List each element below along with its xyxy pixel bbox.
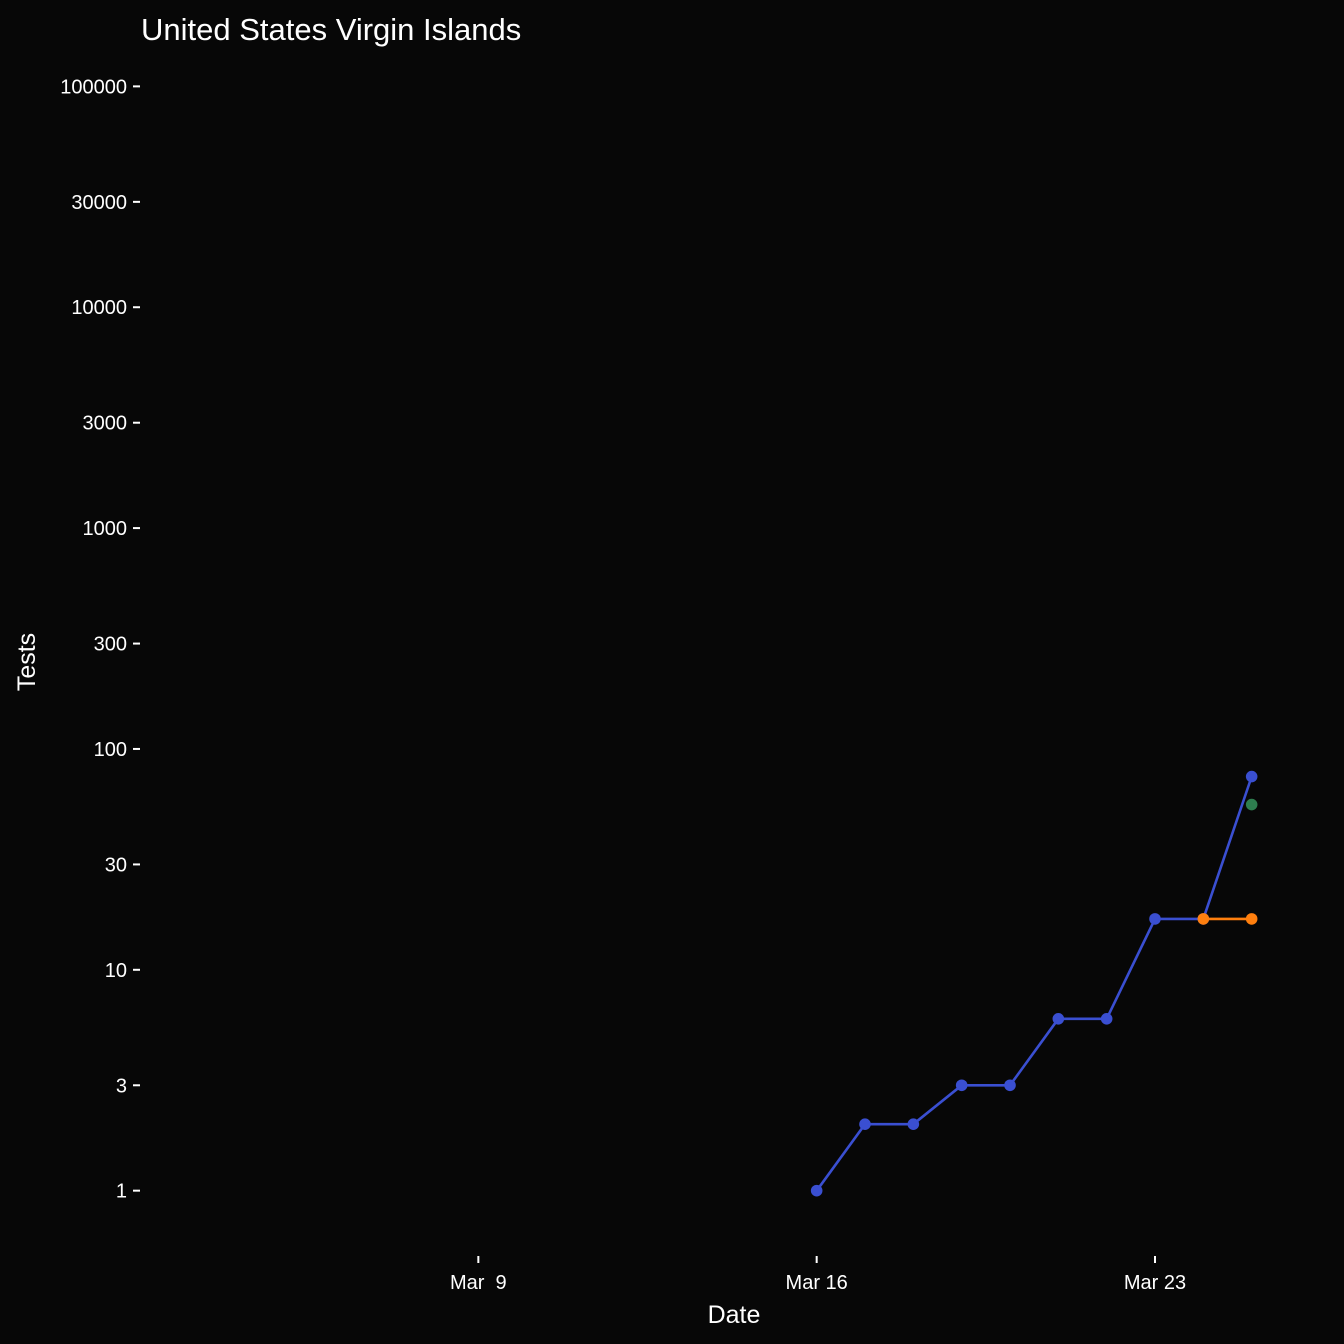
x-axis-label: Date	[708, 1301, 761, 1329]
y-axis: 1 3 10 30 100 300 1000 3000 10000 30000 100000	[60, 76, 140, 1203]
series-1-point	[907, 1118, 920, 1130]
series-line-1	[815, 776, 1253, 1192]
x-tick-label: Mar 16	[786, 1272, 848, 1294]
y-tick-label: 3	[116, 1075, 127, 1097]
y-tick-label: 1000	[83, 518, 128, 540]
y-tick-label: 100000	[60, 76, 127, 98]
series-1-point	[1245, 770, 1258, 783]
series-1-point	[1004, 1079, 1016, 1092]
series-1-point	[1100, 1012, 1113, 1025]
series-1-point	[955, 1079, 968, 1092]
x-axis: Mar 9 Mar 16 Mar 23	[450, 1256, 1186, 1294]
series-group	[810, 770, 1258, 1197]
series-2-point	[1197, 913, 1210, 925]
series-3-point	[1245, 798, 1258, 811]
series-1-point	[810, 1184, 823, 1197]
series-1-point	[859, 1118, 871, 1130]
y-tick-label: 30	[105, 854, 127, 876]
y-tick-label: 30000	[71, 192, 127, 214]
y-tick-label: 3000	[83, 413, 128, 435]
y-tick-label: 300	[94, 634, 127, 656]
chart-title: United States Virgin Islands	[141, 12, 521, 47]
series-1-point	[1149, 913, 1161, 925]
series-1-point	[1052, 1012, 1065, 1025]
y-tick-label: 10	[105, 960, 127, 982]
series-2-point	[1245, 913, 1258, 925]
y-tick-label: 1	[116, 1181, 127, 1203]
y-tick-label: 100	[94, 739, 127, 761]
x-tick-label: Mar 23	[1124, 1272, 1186, 1294]
y-axis-label: Tests	[13, 633, 41, 691]
y-tick-label: 10000	[71, 297, 127, 319]
x-tick-label: Mar 9	[450, 1272, 507, 1294]
